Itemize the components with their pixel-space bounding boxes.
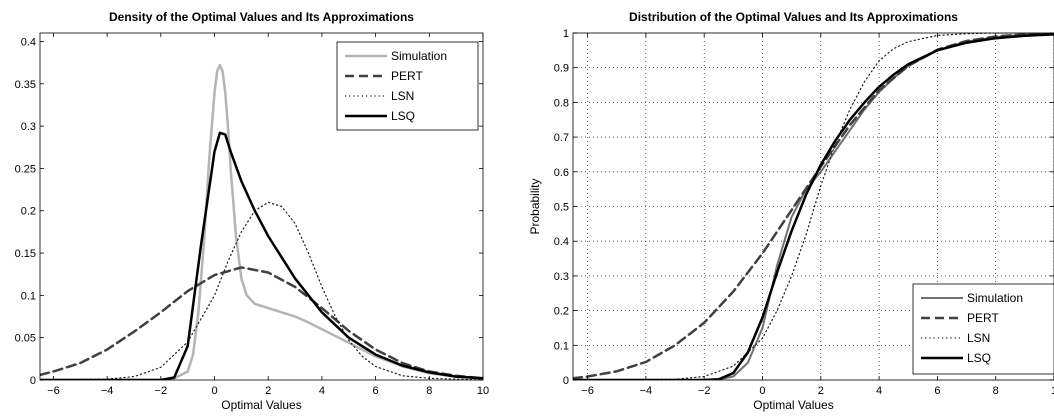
x-tick-label: 8 bbox=[993, 385, 999, 397]
y-axis-label: Probability bbox=[528, 178, 542, 234]
legend-label-simulation: Simulation bbox=[391, 49, 447, 63]
x-tick-label: 10 bbox=[477, 385, 489, 397]
x-tick-label: 8 bbox=[426, 385, 432, 397]
y-tick-label: 0.4 bbox=[554, 236, 569, 248]
x-tick-label: 6 bbox=[373, 385, 379, 397]
x-axis-label: Optimal Values bbox=[753, 398, 833, 412]
series-line-pert bbox=[40, 266, 483, 380]
y-tick-label: 0.4 bbox=[21, 36, 36, 48]
y-tick-label: 0.2 bbox=[554, 306, 569, 318]
chart-title: Density of the Optimal Values and Its Ap… bbox=[109, 10, 414, 24]
x-tick-label: −2 bbox=[698, 385, 711, 397]
chart-panel-2: −6−4−202468100.10.20.30.40.50.60.70.80.9… bbox=[528, 10, 1054, 412]
legend: Simulation PERT LSN LSQ bbox=[912, 283, 1054, 375]
y-tick-label: 0.8 bbox=[554, 97, 569, 109]
x-tick-label: −4 bbox=[640, 385, 653, 397]
plot-frame bbox=[39, 32, 484, 381]
y-tick-label: 0 bbox=[30, 375, 36, 387]
x-tick-label: 4 bbox=[319, 385, 325, 397]
series-line-lsq bbox=[573, 33, 1054, 380]
chart-title: Distribution of the Optimal Values and I… bbox=[629, 10, 958, 24]
legend-label-lsn: LSN bbox=[967, 331, 990, 345]
x-axis-label: Optimal Values bbox=[221, 398, 301, 412]
series-line-lsq bbox=[40, 131, 483, 380]
y-tick-label: 0.9 bbox=[554, 63, 569, 75]
x-tick-label: 0 bbox=[759, 385, 765, 397]
chart-panel-1: −6 −4 −2 0 2 4 6 8 10 0 0.05 0.1 0.15 0.2 0.25 0.3 0.35 0… bbox=[15, 10, 490, 412]
y-tick-label: 0.2 bbox=[21, 206, 36, 218]
y-tick-label: 0.15 bbox=[15, 248, 36, 260]
y-tick-label: 0.05 bbox=[15, 333, 36, 345]
y-tick-label: 0.1 bbox=[21, 290, 36, 302]
x-tick-label: −2 bbox=[155, 385, 168, 397]
y-tick-label: 0.6 bbox=[554, 167, 569, 179]
x-tick-label: −6 bbox=[47, 385, 60, 397]
y-tick-label: 0.3 bbox=[554, 271, 569, 283]
x-tick-label: 0 bbox=[211, 385, 217, 397]
y-tick-label: 0.7 bbox=[554, 132, 569, 144]
y-tick-label: 0.1 bbox=[554, 340, 569, 352]
legend-label-pert: PERT bbox=[391, 69, 423, 83]
x-tick-label: 2 bbox=[265, 385, 271, 397]
y-tick-label: 0.35 bbox=[15, 79, 36, 91]
x-tick-label: −4 bbox=[101, 385, 114, 397]
x-tick-label: 6 bbox=[934, 385, 940, 397]
series-line-pert bbox=[573, 33, 1054, 380]
y-tick-label: 0.25 bbox=[15, 163, 36, 175]
legend-label-lsq: LSQ bbox=[967, 351, 991, 365]
x-tick-label: 4 bbox=[876, 385, 882, 397]
x-tick-label: −6 bbox=[581, 385, 594, 397]
series-line-lsn bbox=[573, 33, 1054, 380]
y-tick-label: 0.5 bbox=[554, 202, 569, 214]
series-line-lsn bbox=[40, 201, 483, 380]
y-tick-label: 0.3 bbox=[21, 121, 36, 133]
legend-label-simulation: Simulation bbox=[967, 291, 1023, 305]
legend: Simulation PERT LSN LSQ bbox=[336, 41, 479, 131]
y-tick-label: 1 bbox=[563, 28, 569, 40]
x-tick-label: 2 bbox=[818, 385, 824, 397]
legend-label-lsq: LSQ bbox=[391, 109, 415, 123]
legend-label-pert: PERT bbox=[967, 311, 999, 325]
y-tick-label: 0 bbox=[563, 375, 569, 387]
legend-label-lsn: LSN bbox=[391, 89, 414, 103]
x-tick-label: 1 bbox=[1051, 385, 1054, 397]
